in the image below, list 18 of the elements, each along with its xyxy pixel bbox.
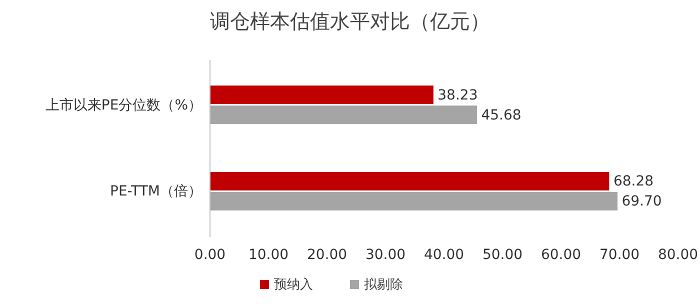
- data-label: 45.68: [481, 107, 522, 124]
- data-label: 38.23: [438, 87, 478, 104]
- x-tick-label: 60.00: [540, 247, 582, 263]
- legend-label: 拟剔除: [364, 278, 403, 292]
- x-tick-label: 40.00: [424, 247, 464, 263]
- y-tick-label: 上市以来PE分位数（%）: [45, 97, 202, 114]
- x-tick-label: 30.00: [365, 247, 406, 263]
- data-label: 69.70: [622, 194, 662, 210]
- x-tick-label: 80.00: [658, 247, 698, 263]
- x-tick-label: 10.00: [248, 247, 289, 263]
- x-tick-label: 0.00: [194, 247, 226, 263]
- y-tick-label: PE-TTM（倍）: [110, 184, 202, 200]
- chart-title: 调仓样本估值水平对比（亿元）: [210, 9, 490, 33]
- x-tick-label: 70.00: [599, 247, 640, 263]
- x-tick-label: 50.00: [482, 247, 523, 263]
- legend-label: 预纳入: [274, 278, 313, 292]
- data-label: 68.28: [613, 174, 654, 190]
- x-tick-label: 20.00: [306, 247, 348, 263]
